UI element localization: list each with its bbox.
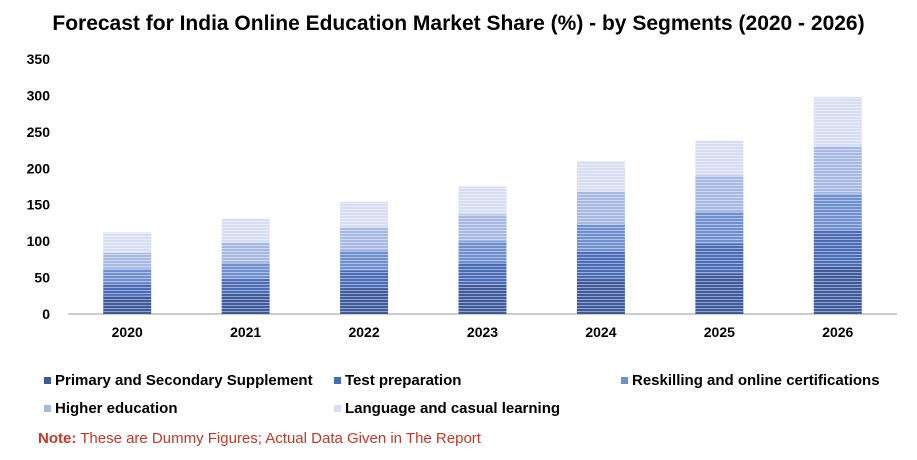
bar-segment-2024-s2: [576, 224, 625, 252]
note: Note: These are Dummy Figures; Actual Da…: [38, 430, 481, 447]
note-text: These are Dummy Figures; Actual Data Giv…: [76, 430, 481, 447]
bar-segment-2026-s4: [813, 96, 862, 147]
bar-segment-2022-s2: [340, 250, 389, 271]
bar-segment-2022-s3: [340, 227, 389, 251]
bar-segment-2021-s0: [221, 293, 270, 314]
bar-segment-2024-s3: [576, 191, 625, 225]
bar-segment-2021-s1: [221, 279, 270, 294]
bar-segment-2023-s2: [458, 241, 507, 263]
bar-segment-2020-s1: [103, 283, 152, 296]
x-tick-label: 2024: [585, 324, 616, 340]
bar-segment-2025-s1: [695, 243, 744, 274]
x-tick-label: 2026: [822, 324, 853, 340]
bar-segment-2023-s3: [458, 214, 507, 242]
bar-segment-2026-s0: [813, 266, 862, 314]
y-tick-label: 250: [27, 124, 51, 140]
y-tick-label: 50: [34, 270, 50, 286]
bar-segment-2026-s2: [813, 193, 862, 231]
bar-segment-2025-s2: [695, 212, 744, 244]
bar-segment-2024-s4: [576, 161, 625, 192]
y-tick-label: 100: [27, 233, 51, 249]
bar-segment-2021-s2: [221, 263, 270, 280]
chart-title: Forecast for India Online Education Mark…: [52, 12, 865, 35]
x-tick-label: 2023: [467, 324, 498, 340]
bar-segment-2022-s4: [340, 201, 389, 228]
bar-segment-2023-s1: [458, 263, 507, 285]
bar-segment-2020-s3: [103, 252, 152, 269]
bar-segment-2022-s0: [340, 288, 389, 314]
bar-segment-2024-s1: [576, 251, 625, 280]
bar-segment-2021-s4: [221, 218, 270, 243]
bar-segment-2020-s4: [103, 232, 152, 253]
bar-segment-2023-s0: [458, 284, 507, 314]
bar-segment-2020-s2: [103, 268, 152, 284]
y-tick-label: 200: [27, 160, 51, 176]
bar-segment-2022-s1: [340, 270, 389, 289]
y-tick-label: 350: [27, 51, 51, 67]
x-tick-label: 2022: [348, 324, 379, 340]
x-tick-label: 2025: [704, 324, 735, 340]
y-tick-label: 150: [27, 197, 51, 213]
y-tick-label: 300: [27, 87, 51, 103]
bar-segment-2025-s3: [695, 175, 744, 212]
bar-segment-2020-s0: [103, 295, 152, 314]
bar-segment-2025-s0: [695, 273, 744, 314]
bar-segment-2023-s4: [458, 186, 507, 215]
bar-segment-2025-s4: [695, 140, 744, 176]
note-label: Note:: [38, 430, 77, 447]
bar-segment-2026-s1: [813, 230, 862, 267]
bar-segment-2026-s3: [813, 146, 862, 194]
bar-segment-2021-s3: [221, 242, 270, 263]
x-tick-label: 2021: [230, 324, 261, 340]
x-tick-label: 2020: [112, 324, 143, 340]
bar-segment-2024-s0: [576, 279, 625, 314]
y-tick-label: 0: [42, 306, 50, 322]
